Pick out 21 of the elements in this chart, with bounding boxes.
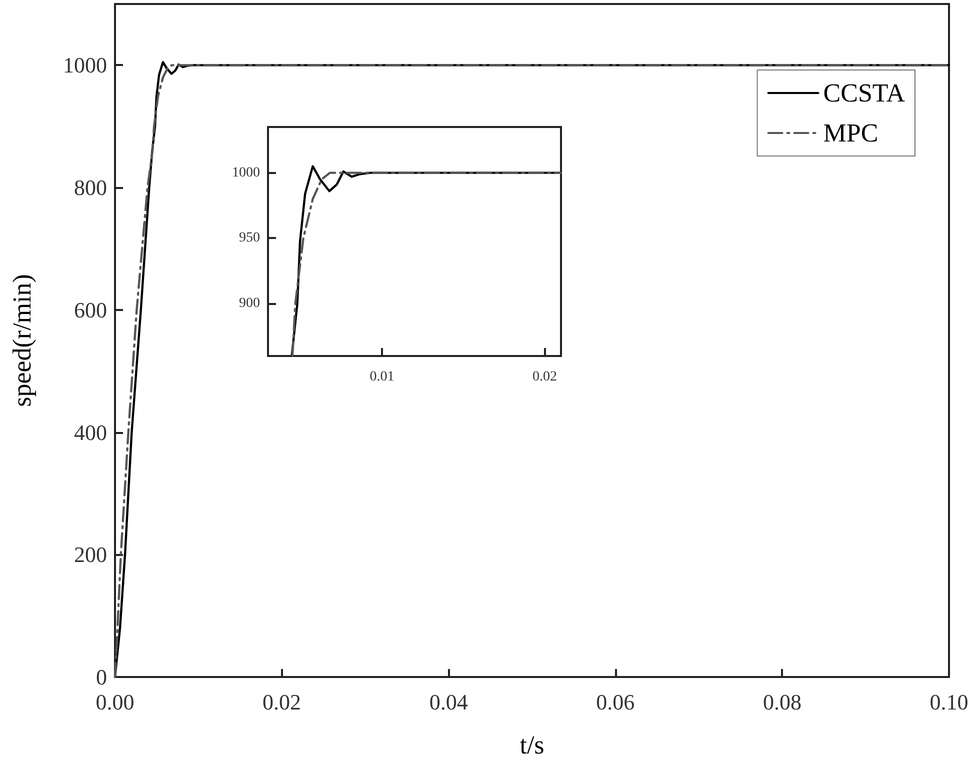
x-axis-title: t/s <box>520 730 544 760</box>
y-tick-label: 950 <box>239 230 260 246</box>
x-tick-label: 0.01 <box>370 370 394 384</box>
legend-label: CCSTA <box>823 78 906 108</box>
y-tick-label: 900 <box>239 296 260 312</box>
y-tick-label: 1000 <box>232 165 260 180</box>
y-tick-label: 1000 <box>63 52 107 78</box>
x-tick-label: 0.08 <box>762 690 802 714</box>
x-tick-label: 0.10 <box>930 690 968 714</box>
x-tick-label: 0.04 <box>429 690 468 714</box>
x-tick-label: 0.02 <box>262 690 302 714</box>
y-tick-label: 800 <box>74 175 107 200</box>
x-tick-label: 0.02 <box>532 370 557 384</box>
x-tick-label: 0.00 <box>96 690 134 714</box>
y-tick-label: 400 <box>74 420 107 445</box>
y-tick-label: 600 <box>74 297 107 322</box>
legend-label: MPC <box>823 118 878 148</box>
y-tick-label: 0 <box>96 664 107 690</box>
y-axis-title: speed(r/min) <box>8 274 36 407</box>
x-tick-label: 0.06 <box>596 690 635 714</box>
y-tick-label: 200 <box>74 542 107 568</box>
